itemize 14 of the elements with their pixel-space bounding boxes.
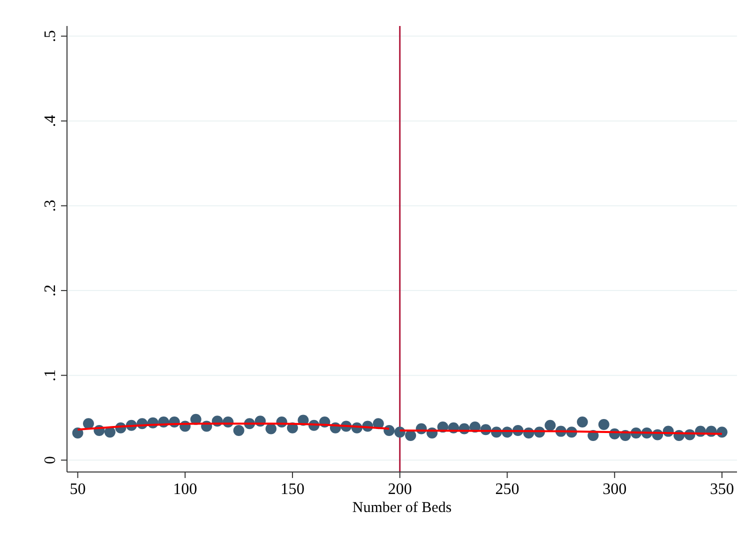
y-tick-label: .5 — [42, 30, 59, 42]
x-tick-label: 350 — [710, 481, 734, 498]
x-tick-label: 250 — [495, 481, 520, 498]
x-tick-label: 200 — [388, 481, 412, 498]
x-tick-label: 100 — [173, 481, 198, 498]
y-tick-label: .2 — [42, 284, 59, 297]
y-tick-label: 0 — [42, 456, 59, 464]
x-tick-label: 300 — [602, 481, 627, 498]
y-tick-label: .1 — [42, 369, 59, 382]
y-tick-label: .3 — [42, 200, 59, 212]
x-axis-title: Number of Beds — [352, 500, 452, 516]
x-tick-label: 150 — [280, 481, 304, 498]
y-tick-label: .4 — [42, 114, 59, 127]
x-tick-label: 50 — [70, 481, 86, 498]
